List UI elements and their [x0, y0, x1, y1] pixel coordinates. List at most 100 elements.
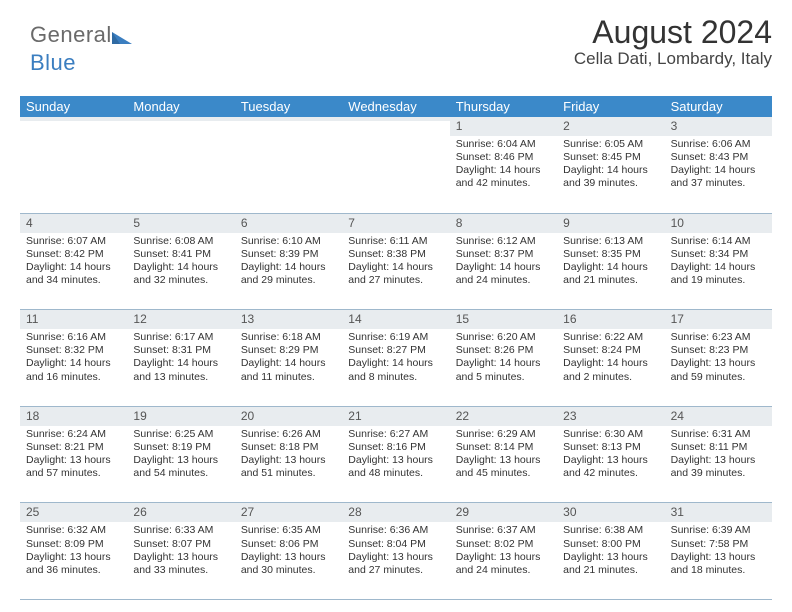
day-number: 30 — [557, 503, 664, 522]
daylight-line-2: and 51 minutes. — [241, 467, 336, 480]
brand-word2: Blue — [30, 50, 76, 75]
sunset-line: Sunset: 8:38 PM — [348, 248, 443, 261]
day-cell: 18Sunrise: 6:24 AMSunset: 8:21 PMDayligh… — [20, 407, 127, 503]
day-cell: 10Sunrise: 6:14 AMSunset: 8:34 PMDayligh… — [665, 214, 772, 310]
day-body: Sunrise: 6:35 AMSunset: 8:06 PMDaylight:… — [235, 522, 342, 579]
day-cell: 14Sunrise: 6:19 AMSunset: 8:27 PMDayligh… — [342, 310, 449, 406]
daylight-line-2: and 24 minutes. — [456, 564, 551, 577]
day-body: Sunrise: 6:10 AMSunset: 8:39 PMDaylight:… — [235, 233, 342, 290]
sunrise-line: Sunrise: 6:25 AM — [133, 428, 228, 441]
sunset-line: Sunset: 8:23 PM — [671, 344, 766, 357]
daylight-line-1: Daylight: 14 hours — [671, 164, 766, 177]
daylight-line-1: Daylight: 14 hours — [671, 261, 766, 274]
day-number: 21 — [342, 407, 449, 426]
daylight-line-1: Daylight: 14 hours — [563, 357, 658, 370]
sunrise-line: Sunrise: 6:30 AM — [563, 428, 658, 441]
day-cell: 22Sunrise: 6:29 AMSunset: 8:14 PMDayligh… — [450, 407, 557, 503]
day-number: 31 — [665, 503, 772, 522]
sunrise-line: Sunrise: 6:04 AM — [456, 138, 551, 151]
day-body: Sunrise: 6:29 AMSunset: 8:14 PMDaylight:… — [450, 426, 557, 483]
day-body: Sunrise: 6:14 AMSunset: 8:34 PMDaylight:… — [665, 233, 772, 290]
day-number: 23 — [557, 407, 664, 426]
day-body: Sunrise: 6:32 AMSunset: 8:09 PMDaylight:… — [20, 522, 127, 579]
sunrise-line: Sunrise: 6:12 AM — [456, 235, 551, 248]
sunrise-line: Sunrise: 6:37 AM — [456, 524, 551, 537]
day-cell: 7Sunrise: 6:11 AMSunset: 8:38 PMDaylight… — [342, 214, 449, 310]
daylight-line-1: Daylight: 14 hours — [241, 261, 336, 274]
day-body: Sunrise: 6:12 AMSunset: 8:37 PMDaylight:… — [450, 233, 557, 290]
day-number: 25 — [20, 503, 127, 522]
sunrise-line: Sunrise: 6:24 AM — [26, 428, 121, 441]
week-row: 25Sunrise: 6:32 AMSunset: 8:09 PMDayligh… — [20, 503, 772, 600]
sunrise-line: Sunrise: 6:33 AM — [133, 524, 228, 537]
daylight-line-2: and 5 minutes. — [456, 371, 551, 384]
sunrise-line: Sunrise: 6:22 AM — [563, 331, 658, 344]
brand-triangle-icon — [112, 24, 132, 50]
daylight-line-2: and 18 minutes. — [671, 564, 766, 577]
daylight-line-2: and 33 minutes. — [133, 564, 228, 577]
day-body: Sunrise: 6:22 AMSunset: 8:24 PMDaylight:… — [557, 329, 664, 386]
sunset-line: Sunset: 8:29 PM — [241, 344, 336, 357]
daylight-line-2: and 54 minutes. — [133, 467, 228, 480]
day-cell: 30Sunrise: 6:38 AMSunset: 8:00 PMDayligh… — [557, 503, 664, 599]
day-body: Sunrise: 6:23 AMSunset: 8:23 PMDaylight:… — [665, 329, 772, 386]
daylight-line-1: Daylight: 13 hours — [241, 551, 336, 564]
daylight-line-1: Daylight: 14 hours — [563, 164, 658, 177]
day-body: Sunrise: 6:04 AMSunset: 8:46 PMDaylight:… — [450, 136, 557, 193]
calendar-rows: 1Sunrise: 6:04 AMSunset: 8:46 PMDaylight… — [20, 117, 772, 600]
sunset-line: Sunset: 8:13 PM — [563, 441, 658, 454]
daylight-line-2: and 24 minutes. — [456, 274, 551, 287]
day-cell: 17Sunrise: 6:23 AMSunset: 8:23 PMDayligh… — [665, 310, 772, 406]
day-body: Sunrise: 6:06 AMSunset: 8:43 PMDaylight:… — [665, 136, 772, 193]
sunset-line: Sunset: 8:04 PM — [348, 538, 443, 551]
daylight-line-1: Daylight: 13 hours — [26, 551, 121, 564]
day-cell: 23Sunrise: 6:30 AMSunset: 8:13 PMDayligh… — [557, 407, 664, 503]
brand-word1: General — [30, 22, 112, 47]
header-right: August 2024 Cella Dati, Lombardy, Italy — [574, 14, 772, 69]
sunrise-line: Sunrise: 6:18 AM — [241, 331, 336, 344]
day-number: 1 — [450, 117, 557, 136]
day-cell: 2Sunrise: 6:05 AMSunset: 8:45 PMDaylight… — [557, 117, 664, 213]
day-number: 12 — [127, 310, 234, 329]
day-number: 16 — [557, 310, 664, 329]
sunrise-line: Sunrise: 6:19 AM — [348, 331, 443, 344]
dow-monday: Monday — [127, 96, 234, 117]
sunset-line: Sunset: 8:14 PM — [456, 441, 551, 454]
daylight-line-2: and 36 minutes. — [26, 564, 121, 577]
sunset-line: Sunset: 8:46 PM — [456, 151, 551, 164]
sunset-line: Sunset: 8:27 PM — [348, 344, 443, 357]
sunset-line: Sunset: 8:16 PM — [348, 441, 443, 454]
daylight-line-2: and 39 minutes. — [671, 467, 766, 480]
day-body: Sunrise: 6:25 AMSunset: 8:19 PMDaylight:… — [127, 426, 234, 483]
day-cell: 13Sunrise: 6:18 AMSunset: 8:29 PMDayligh… — [235, 310, 342, 406]
daylight-line-1: Daylight: 13 hours — [348, 454, 443, 467]
daylight-line-2: and 42 minutes. — [456, 177, 551, 190]
sunset-line: Sunset: 8:26 PM — [456, 344, 551, 357]
day-number: 20 — [235, 407, 342, 426]
daylight-line-1: Daylight: 14 hours — [26, 261, 121, 274]
day-number — [127, 117, 234, 121]
day-number — [342, 117, 449, 121]
sunrise-line: Sunrise: 6:27 AM — [348, 428, 443, 441]
daylight-line-1: Daylight: 14 hours — [348, 261, 443, 274]
week-row: 11Sunrise: 6:16 AMSunset: 8:32 PMDayligh… — [20, 310, 772, 407]
sunrise-line: Sunrise: 6:05 AM — [563, 138, 658, 151]
sunrise-line: Sunrise: 6:39 AM — [671, 524, 766, 537]
daylight-line-2: and 29 minutes. — [241, 274, 336, 287]
daylight-line-1: Daylight: 13 hours — [133, 454, 228, 467]
day-cell: 4Sunrise: 6:07 AMSunset: 8:42 PMDaylight… — [20, 214, 127, 310]
daylight-line-1: Daylight: 13 hours — [671, 454, 766, 467]
day-number: 3 — [665, 117, 772, 136]
daylight-line-2: and 57 minutes. — [26, 467, 121, 480]
day-cell — [235, 117, 342, 213]
daylight-line-1: Daylight: 13 hours — [456, 551, 551, 564]
day-number: 10 — [665, 214, 772, 233]
day-number: 29 — [450, 503, 557, 522]
day-body: Sunrise: 6:13 AMSunset: 8:35 PMDaylight:… — [557, 233, 664, 290]
day-number: 26 — [127, 503, 234, 522]
daylight-line-1: Daylight: 14 hours — [26, 357, 121, 370]
day-number: 7 — [342, 214, 449, 233]
day-number: 18 — [20, 407, 127, 426]
sunset-line: Sunset: 8:24 PM — [563, 344, 658, 357]
sunset-line: Sunset: 7:58 PM — [671, 538, 766, 551]
